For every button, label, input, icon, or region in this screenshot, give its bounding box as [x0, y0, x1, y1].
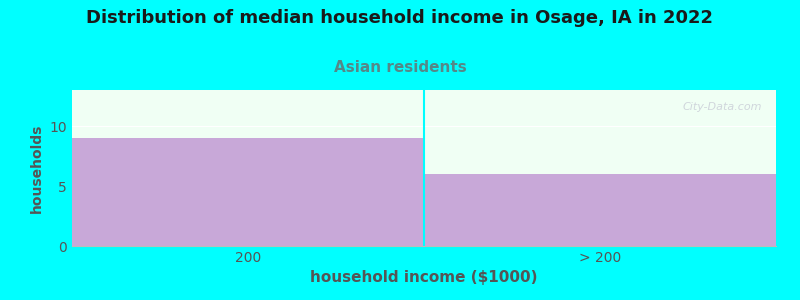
- Bar: [424, 174, 776, 246]
- Text: City-Data.com: City-Data.com: [682, 103, 762, 112]
- Y-axis label: households: households: [30, 123, 44, 213]
- Bar: [72, 138, 424, 246]
- X-axis label: household income ($1000): household income ($1000): [310, 270, 538, 285]
- Text: Distribution of median household income in Osage, IA in 2022: Distribution of median household income …: [86, 9, 714, 27]
- Text: Asian residents: Asian residents: [334, 60, 466, 75]
